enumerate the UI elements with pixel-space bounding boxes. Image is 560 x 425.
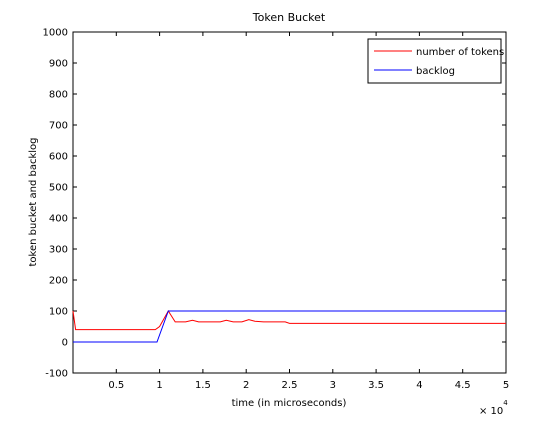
y-tick-label: 700 (49, 121, 68, 132)
x-tick-label: 1.5 (195, 380, 211, 391)
y-tick-label: 1000 (43, 28, 68, 39)
x-axis-multiplier-exponent: 4 (503, 399, 508, 407)
y-tick-label: -100 (45, 369, 68, 380)
x-tick-label: 5 (503, 380, 509, 391)
legend-label-backlog: backlog (416, 66, 455, 77)
plot-area (72, 31, 507, 374)
x-tick-label: 2.5 (282, 380, 298, 391)
y-tick-label: 300 (49, 245, 68, 256)
x-tick-label: 4.5 (455, 380, 471, 391)
y-tick-label: 0 (62, 338, 68, 349)
y-axis-label: token bucket and backlog (28, 137, 39, 266)
x-tick-label: 0.5 (108, 380, 124, 391)
legend-label-number-of-tokens: number of tokens (416, 47, 504, 58)
x-tick-label: 1 (156, 380, 162, 391)
x-axis-label: time (in microseconds) (232, 398, 347, 409)
y-tick-label: 200 (49, 276, 68, 287)
series-line-backlog (73, 310, 506, 343)
x-axis-multiplier-base: × 10 (479, 406, 503, 417)
legend: number of tokens backlog (367, 38, 504, 84)
y-tick-label: 100 (49, 307, 68, 318)
y-tick-label: 800 (49, 90, 68, 101)
chart-title: Token Bucket (252, 11, 326, 24)
x-axis-multiplier: × 104 (479, 399, 508, 417)
x-tick-label: 3 (330, 380, 336, 391)
legend-box (367, 38, 502, 84)
y-tick-label: 500 (49, 183, 68, 194)
y-tick-label: 900 (49, 59, 68, 70)
x-tick-label: 4 (416, 380, 422, 391)
series-line-number-of-tokens (72, 310, 506, 331)
x-tick-label: 2 (243, 380, 249, 391)
x-tick-label: 3.5 (368, 380, 384, 391)
y-tick-label: 600 (49, 152, 68, 163)
y-tick-label: 400 (49, 214, 68, 225)
